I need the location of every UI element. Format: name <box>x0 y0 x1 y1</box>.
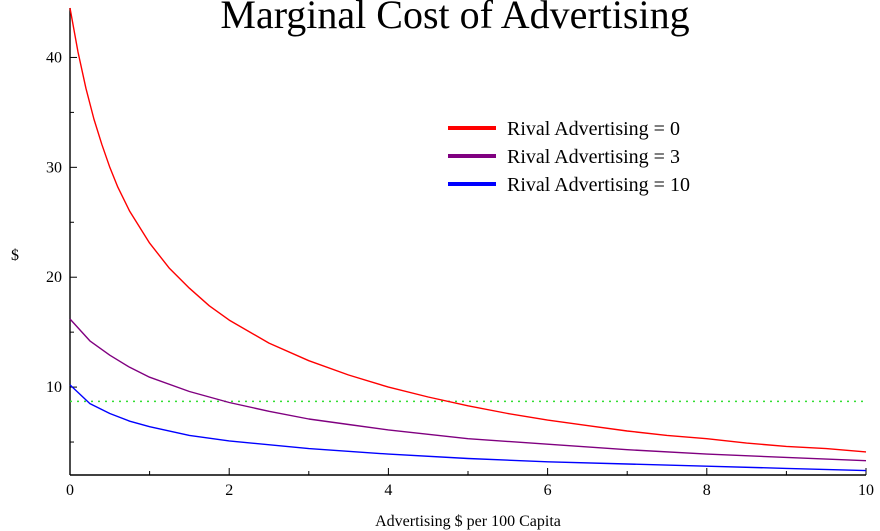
series-line-2 <box>69 384 867 472</box>
legend: Rival Advertising = 0 Rival Advertising =… <box>448 118 690 196</box>
x-tick-label: 10 <box>858 482 874 499</box>
y-tick-label: 30 <box>46 159 62 176</box>
series-line-1 <box>69 318 867 462</box>
y-tick-label: 40 <box>46 49 62 66</box>
x-tick-label: 4 <box>384 482 392 499</box>
series-group <box>69 7 867 472</box>
x-tick-label: 8 <box>703 482 711 499</box>
x-tick-label: 6 <box>544 482 552 499</box>
legend-label-1: Rival Advertising = 3 <box>507 146 680 168</box>
y-tick-label: 20 <box>46 269 62 286</box>
x-axis-label: Advertising $ per 100 Capita <box>375 513 561 530</box>
x-tick-label: 0 <box>66 482 74 499</box>
chart-title: Marginal Cost of Advertising <box>220 0 689 37</box>
x-tick-label: 2 <box>225 482 233 499</box>
series-line-0 <box>69 7 867 453</box>
y-axis-label: $ <box>11 247 19 264</box>
legend-label-0: Rival Advertising = 0 <box>507 118 680 140</box>
legend-label-2: Rival Advertising = 10 <box>507 174 690 196</box>
axis-ticks: 0 2 4 6 8 10 10 20 30 40 <box>46 49 874 499</box>
y-tick-label: 10 <box>46 379 62 396</box>
